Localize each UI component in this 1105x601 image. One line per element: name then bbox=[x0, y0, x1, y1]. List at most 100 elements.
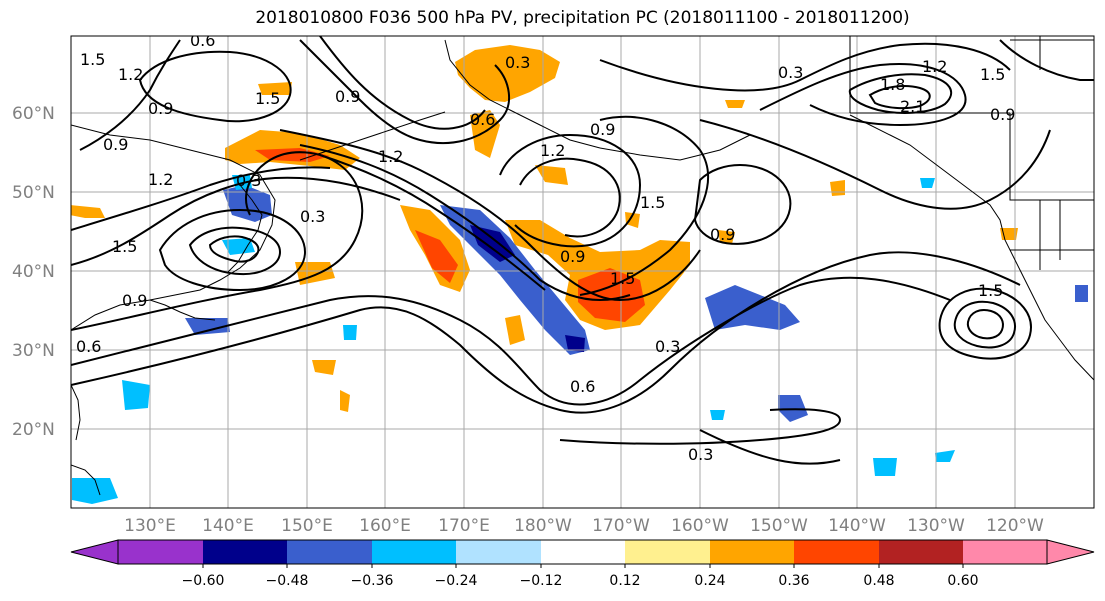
colorbar-frame bbox=[117, 539, 1048, 565]
precip-negative-region bbox=[710, 410, 725, 420]
contour-label: 0.9 bbox=[560, 247, 585, 266]
contour-label: 1.2 bbox=[118, 65, 143, 84]
contour-label: 0.3 bbox=[778, 63, 803, 82]
contour-label: 1.2 bbox=[148, 170, 173, 189]
colorbar-tick-label: −0.48 bbox=[266, 573, 309, 589]
contour-label: 0.3 bbox=[505, 53, 530, 72]
colorbar-tick-labels: −0.60 −0.48 −0.36 −0.24 −0.12 0.12 0.24 … bbox=[182, 573, 979, 589]
lat-label: 30°N bbox=[12, 341, 55, 361]
graticule bbox=[71, 36, 1094, 508]
precip-positive-region bbox=[312, 360, 336, 375]
contour-label: 1.5 bbox=[640, 193, 665, 212]
contour-label: 1.5 bbox=[980, 65, 1005, 84]
contour-label: 0.6 bbox=[570, 377, 595, 396]
contour-label: 0.9 bbox=[990, 105, 1015, 124]
colorbar-ticks bbox=[202, 564, 964, 568]
precip-positive-region bbox=[830, 180, 845, 196]
lon-label: 140°W bbox=[828, 516, 886, 536]
precip-negative-region bbox=[920, 178, 935, 188]
contour-label: 0.6 bbox=[190, 31, 215, 50]
colorbar-bin bbox=[625, 540, 710, 564]
precip-negative-region bbox=[185, 318, 230, 335]
lon-label: 170°E bbox=[438, 516, 490, 536]
contour-label: 1.5 bbox=[978, 281, 1003, 300]
lon-label: 140°E bbox=[202, 516, 254, 536]
colorbar-bin bbox=[963, 540, 1047, 564]
colorbar-bin bbox=[794, 540, 879, 564]
precip-positive-region bbox=[725, 100, 745, 108]
precip-positive-region bbox=[455, 45, 560, 102]
contour-label: 2.1 bbox=[900, 97, 925, 116]
precip-positive-region bbox=[415, 230, 458, 283]
contour-label: 0.9 bbox=[710, 225, 735, 244]
lon-label: 160°W bbox=[671, 516, 729, 536]
contour-label: 1.5 bbox=[80, 50, 105, 69]
colorbar-tick-label: −0.24 bbox=[435, 573, 478, 589]
colorbar-bin bbox=[456, 540, 541, 564]
contour-label: 0.6 bbox=[470, 110, 495, 129]
lon-label: 180°W bbox=[514, 516, 572, 536]
contour-label: 0.9 bbox=[148, 99, 173, 118]
contour-label: 0.3 bbox=[300, 207, 325, 226]
precip-negative-region bbox=[222, 238, 255, 255]
precip-negative-region bbox=[72, 478, 118, 504]
contour-label: 0.9 bbox=[122, 291, 147, 310]
precip-positive-region bbox=[578, 268, 645, 322]
contour-label: 1.8 bbox=[880, 75, 905, 94]
colorbar-tick-label: −0.36 bbox=[351, 573, 394, 589]
map-frame bbox=[70, 35, 1095, 509]
colorbar-bin bbox=[879, 540, 963, 564]
colorbar-tick-label: −0.60 bbox=[182, 573, 225, 589]
longitude-labels: 130°E 140°E 150°E 160°E 170°E 180°W 170°… bbox=[124, 516, 1044, 536]
colorbar-extend-high bbox=[1046, 539, 1095, 565]
colorbar-bin bbox=[203, 540, 287, 564]
lon-label: 150°W bbox=[750, 516, 808, 536]
colorbar-tick-label: 0.12 bbox=[609, 573, 640, 589]
colorbar-tick-label: 0.36 bbox=[778, 573, 809, 589]
contour-labels: 0.6 1.5 1.2 0.9 1.5 0.3 0.6 0.3 0.9 1.2 … bbox=[76, 31, 1015, 464]
precip-positive-region bbox=[258, 82, 292, 95]
contour-label: 0.3 bbox=[236, 171, 261, 190]
colorbar-tick-label: 0.24 bbox=[694, 573, 725, 589]
contour-label: 1.5 bbox=[610, 269, 635, 288]
precip-positive-region bbox=[718, 230, 735, 244]
contour-label: 1.5 bbox=[255, 89, 280, 108]
lat-label: 40°N bbox=[12, 262, 55, 282]
precip-positive-region bbox=[340, 390, 350, 412]
precip-negative-region bbox=[343, 325, 357, 340]
precip-positive-region bbox=[505, 315, 525, 345]
colorbar-tick-label: 0.60 bbox=[947, 573, 978, 589]
precip-positive-region bbox=[625, 212, 640, 228]
contour-label: 0.3 bbox=[688, 445, 713, 464]
latitude-labels: 60°N 50°N 40°N 30°N 20°N bbox=[12, 104, 55, 440]
precip-negative-region bbox=[223, 185, 272, 222]
precip-negative-region bbox=[565, 335, 585, 352]
precip-negative-region bbox=[470, 225, 515, 262]
precip-negative-region bbox=[122, 380, 150, 410]
lon-label: 120°W bbox=[986, 516, 1044, 536]
colorbar-extend-low bbox=[70, 539, 119, 565]
precip-negative-region bbox=[873, 458, 897, 476]
colorbar-bin bbox=[372, 540, 456, 564]
contour-label: 0.6 bbox=[76, 337, 101, 356]
colorbar-tick-label: 0.48 bbox=[863, 573, 894, 589]
lon-label: 150°E bbox=[281, 516, 333, 536]
precip-positive-region bbox=[470, 110, 500, 158]
contour-label: 1.2 bbox=[378, 147, 403, 166]
precip-shading bbox=[71, 45, 1088, 504]
contour-label: 1.2 bbox=[540, 141, 565, 160]
precip-negative-region bbox=[935, 450, 955, 462]
contour-label: 0.9 bbox=[103, 135, 128, 154]
map-title: 2018010800 F036 500 hPa PV, precipitatio… bbox=[255, 8, 910, 28]
colorbar: −0.60 −0.48 −0.36 −0.24 −0.12 0.12 0.24 … bbox=[70, 539, 1095, 589]
precip-negative-region bbox=[1075, 285, 1088, 302]
colorbar-bin bbox=[541, 540, 625, 564]
precip-positive-region bbox=[71, 205, 105, 218]
lat-label: 20°N bbox=[12, 420, 55, 440]
contour-label: 1.5 bbox=[112, 237, 137, 256]
colorbar-tick-label: −0.12 bbox=[520, 573, 563, 589]
contour-label: 0.9 bbox=[335, 87, 360, 106]
map-content: 0.6 1.5 1.2 0.9 1.5 0.3 0.6 0.3 0.9 1.2 … bbox=[71, 31, 1094, 508]
colorbar-bin bbox=[118, 540, 203, 564]
